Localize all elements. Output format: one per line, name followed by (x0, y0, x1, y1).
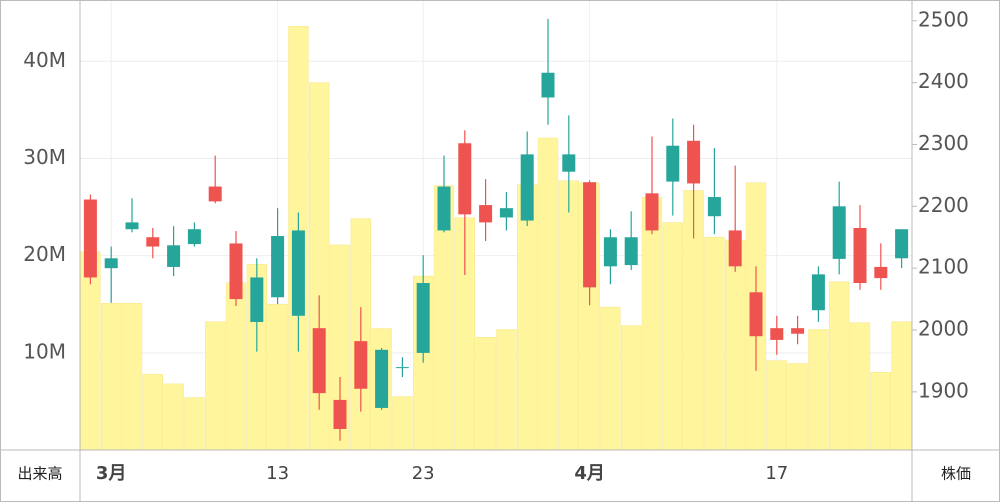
candle-body (458, 143, 472, 215)
candle-body (229, 243, 243, 300)
candle-body (167, 245, 181, 267)
candle-body (416, 283, 430, 353)
candle-body (520, 154, 534, 221)
y2-tick-label: 2500 (918, 7, 969, 31)
volume-bar (870, 372, 891, 451)
candle-body (749, 292, 763, 337)
volume-bar (496, 329, 517, 451)
volume-bar (808, 329, 829, 451)
candle-body (728, 230, 742, 267)
candle-body (479, 205, 493, 223)
candle-body (895, 229, 909, 259)
volume-bar (142, 373, 163, 451)
candle-body (312, 328, 326, 394)
volume-bar (891, 321, 912, 451)
y2-tick-label: 2100 (918, 255, 969, 279)
y2-tick-label: 2300 (918, 131, 969, 155)
candle-body (603, 237, 617, 267)
volume-bar (600, 306, 621, 451)
candle-body (437, 186, 451, 231)
candle-body (832, 206, 846, 259)
volume-bar (225, 282, 247, 451)
volume-bar (537, 137, 559, 451)
volume-bar (163, 383, 184, 451)
candle-body (146, 237, 160, 247)
x-tick-label: 23 (412, 463, 435, 484)
volume-bar (849, 322, 871, 451)
y2-tick-label: 2400 (918, 69, 969, 93)
candle-body (853, 227, 867, 284)
y-axis-label: 出来高 (17, 465, 62, 483)
volume-bar (766, 360, 787, 451)
volume-bar (205, 321, 226, 451)
volume-bar (267, 303, 288, 451)
candle-body (562, 154, 576, 172)
volume-bar (829, 281, 850, 451)
y2-tick-label: 2200 (918, 193, 969, 217)
volume-bar (121, 302, 143, 451)
candle-body (707, 197, 721, 217)
candle-body (811, 274, 825, 311)
candle-body (624, 237, 638, 266)
candle-body (250, 277, 264, 322)
y2-tick-label: 1900 (918, 378, 969, 402)
volume-bar (787, 363, 808, 451)
y-tick-label: 30M (23, 145, 66, 169)
candle-body (541, 72, 555, 98)
candle-body (395, 367, 409, 369)
x-tick-label: 13 (266, 463, 289, 484)
volume-bar (475, 337, 496, 451)
x-tick-label: 3月 (96, 463, 127, 484)
candle-body (645, 193, 659, 231)
candle-body (208, 186, 222, 202)
candle-body (499, 208, 513, 218)
y2-tick-label: 2000 (918, 317, 969, 341)
candle-body (770, 328, 784, 340)
volume-bar (662, 222, 683, 451)
volume-bar (704, 236, 725, 451)
volume-bar (641, 197, 663, 451)
volume-bar (558, 180, 579, 451)
candle-body (291, 230, 305, 316)
x-tick-label: 4月 (574, 463, 605, 484)
y2-axis-label: 株価 (941, 465, 971, 483)
candle-body (687, 140, 701, 184)
y-tick-label: 20M (23, 242, 66, 266)
candle-body (791, 328, 805, 334)
y-tick-label: 40M (23, 48, 66, 72)
candle-body (104, 258, 118, 269)
candle-body (187, 229, 201, 245)
candle-body (83, 199, 97, 278)
volume-bar (184, 397, 205, 451)
candle-body (874, 266, 888, 279)
x-tick-label: 17 (765, 463, 788, 484)
volume-bar (392, 396, 413, 451)
candle-body (375, 349, 389, 408)
volume-bar (101, 302, 122, 451)
candle-body (354, 341, 368, 389)
candle-body (271, 236, 285, 298)
volume-bar (621, 325, 642, 451)
candle-body (583, 182, 597, 288)
y-tick-label: 10M (23, 339, 66, 363)
candle-body (125, 222, 139, 230)
candle-body (333, 399, 347, 429)
candle-body (666, 145, 680, 182)
